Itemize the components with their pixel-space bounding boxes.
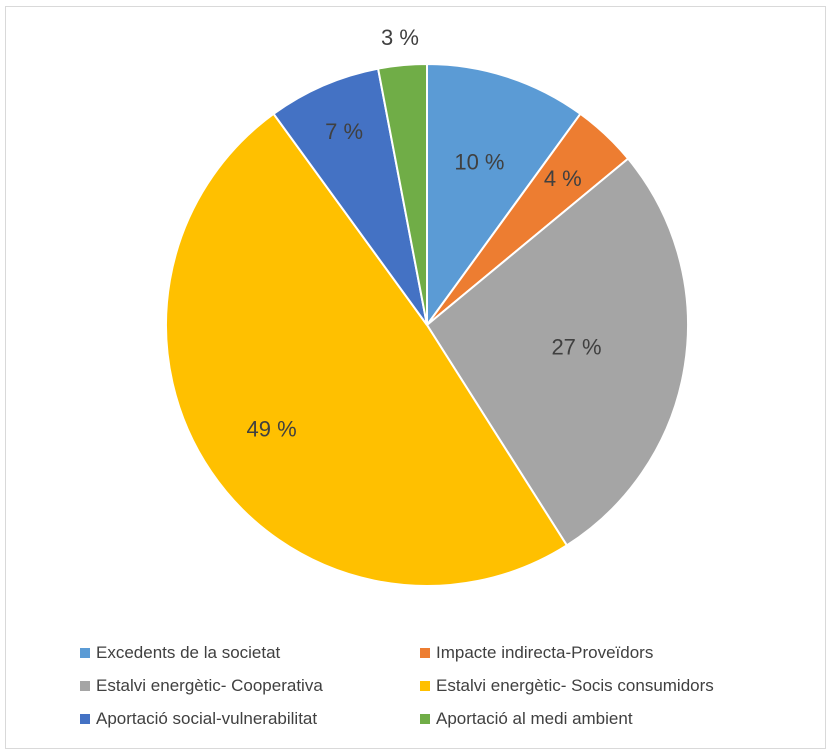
- data-label-estalvi-cooperativa: 27 %: [551, 334, 601, 359]
- legend-swatch: [80, 648, 90, 658]
- pie-slice-aportacio-social: [272, 67, 428, 326]
- legend: Excedents de la societat Impacte indirec…: [80, 642, 800, 730]
- data-label-excedents: 10 %: [454, 149, 504, 174]
- legend-item-medi-ambient: Aportació al medi ambient: [420, 708, 800, 730]
- legend-item-impacte: Impacte indirecta-Proveïdors: [420, 642, 800, 664]
- legend-label: Estalvi energètic- Cooperativa: [96, 676, 323, 695]
- legend-swatch: [80, 681, 90, 691]
- pie-slice-medi-ambient: [376, 62, 428, 326]
- pie-slice-estalvi-socis: [165, 112, 569, 588]
- legend-label: Excedents de la societat: [96, 643, 281, 662]
- pie-slice-excedents: [426, 62, 582, 329]
- data-label-aportacio-social: 7 %: [325, 119, 363, 144]
- data-label-estalvi-socis: 49 %: [246, 416, 296, 441]
- legend-label: Impacte indirecta-Proveïdors: [436, 643, 654, 662]
- legend-swatch: [420, 648, 430, 658]
- legend-label: Estalvi energètic- Socis consumidors: [436, 676, 714, 695]
- data-label-impacte: 4 %: [544, 166, 582, 191]
- legend-label: Aportació al medi ambient: [436, 709, 633, 728]
- legend-swatch: [80, 714, 90, 724]
- legend-label: Aportació social-vulnerabilitat: [96, 709, 318, 728]
- data-label-medi-ambient: 3 %: [381, 25, 419, 50]
- legend-item-aportacio-social: Aportació social-vulnerabilitat: [80, 708, 420, 730]
- legend-item-estalvi-socis: Estalvi energètic- Socis consumidors: [420, 675, 800, 697]
- pie-slice-estalvi-cooperativa: [425, 157, 689, 547]
- pie-chart: 10 % 4 % 27 % 49 % 7 % 3 %: [165, 25, 689, 588]
- legend-item-estalvi-cooperativa: Estalvi energètic- Cooperativa: [80, 675, 420, 697]
- legend-swatch: [420, 681, 430, 691]
- legend-swatch: [420, 714, 430, 724]
- legend-item-excedents: Excedents de la societat: [80, 642, 420, 664]
